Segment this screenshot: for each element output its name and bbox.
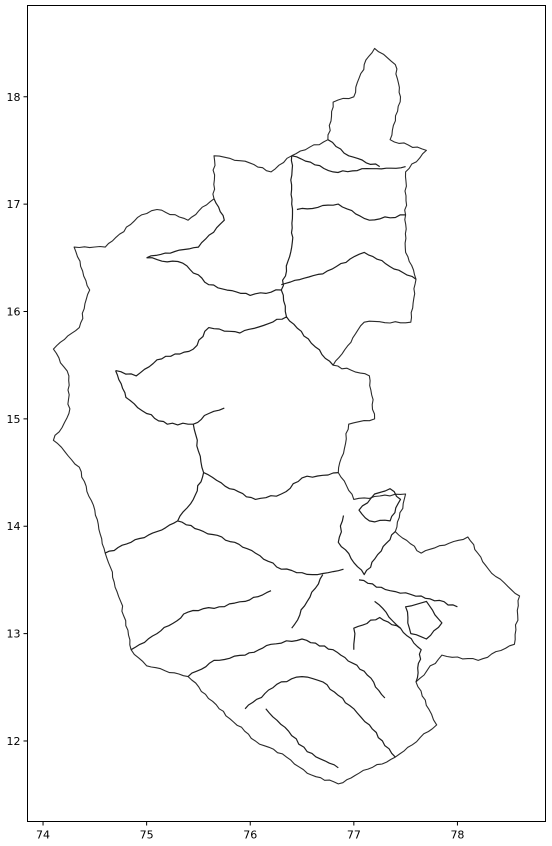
district-boundary <box>327 139 381 168</box>
y-tick-label: 17 <box>7 198 21 211</box>
district-boundary <box>374 600 422 683</box>
district-boundary <box>115 370 225 426</box>
district-boundary <box>104 472 205 554</box>
plot-frame <box>27 5 546 822</box>
y-tick-label: 15 <box>7 413 21 426</box>
district-boundary <box>130 590 272 651</box>
district-enclave <box>358 488 402 523</box>
district-boundary <box>192 424 339 500</box>
district-boundary <box>177 520 344 576</box>
district-boundary <box>291 155 406 174</box>
x-tick-label: 74 <box>36 829 50 842</box>
y-tick-label: 12 <box>7 735 21 748</box>
district-boundary <box>358 579 458 608</box>
district-boundary <box>281 251 417 286</box>
district-boundary <box>265 708 339 769</box>
district-boundaries <box>52 47 521 785</box>
y-tick-label: 13 <box>7 628 21 641</box>
x-tick-label: 75 <box>140 829 154 842</box>
district-enclave <box>405 600 443 640</box>
district-boundary <box>337 515 396 576</box>
y-tick-label: 14 <box>7 520 21 533</box>
district-boundary <box>296 203 406 221</box>
y-tick-label: 18 <box>7 91 21 104</box>
district-boundary <box>187 638 386 699</box>
x-tick-label: 76 <box>243 829 257 842</box>
district-boundary <box>280 155 294 318</box>
y-axis: 12 13 14 15 16 17 18 <box>7 91 28 748</box>
district-boundary <box>115 316 334 377</box>
y-tick-label: 16 <box>7 306 21 319</box>
x-axis: 74 75 76 77 78 <box>36 821 464 842</box>
x-tick-label: 77 <box>347 829 361 842</box>
district-boundary <box>353 616 401 650</box>
x-tick-label: 78 <box>450 829 464 842</box>
state-outline <box>52 47 521 785</box>
district-boundary <box>244 676 396 758</box>
district-boundary <box>146 198 225 259</box>
district-boundary <box>291 574 324 629</box>
district-boundary <box>146 257 282 296</box>
